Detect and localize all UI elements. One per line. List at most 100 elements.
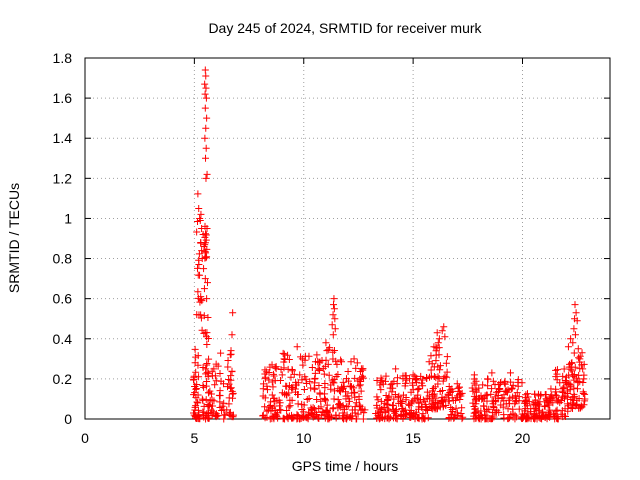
- y-tick-label: 0: [64, 411, 72, 427]
- data-point: [385, 407, 393, 415]
- data-point: [458, 415, 466, 423]
- data-point: [579, 388, 587, 396]
- data-point: [193, 264, 201, 272]
- data-point: [227, 384, 235, 392]
- x-tick-labels: 0 5 10 15 20: [81, 430, 530, 446]
- data-point: [377, 397, 385, 405]
- data-point: [206, 387, 214, 395]
- data-point: [355, 382, 363, 390]
- data-point: [458, 389, 466, 397]
- data-point: [202, 396, 210, 404]
- data-point: [387, 381, 395, 389]
- data-point: [192, 385, 200, 393]
- data-point: [580, 375, 588, 383]
- data-point: [391, 390, 399, 398]
- data-points: [189, 66, 589, 423]
- data-point: [330, 395, 338, 403]
- data-point: [515, 393, 523, 401]
- data-point: [576, 355, 584, 363]
- data-point: [523, 390, 531, 398]
- data-point: [581, 395, 589, 403]
- data-point: [299, 361, 307, 369]
- data-point: [409, 371, 417, 379]
- data-point: [337, 403, 345, 411]
- data-point: [302, 375, 310, 383]
- data-point: [521, 412, 529, 420]
- data-point: [427, 372, 435, 380]
- data-point: [471, 409, 479, 417]
- data-point: [374, 396, 382, 404]
- data-point: [469, 387, 477, 395]
- data-point: [570, 349, 578, 357]
- data-point: [576, 378, 584, 386]
- data-point: [331, 325, 339, 333]
- data-point: [195, 373, 203, 381]
- data-point: [561, 376, 569, 384]
- data-point: [397, 400, 405, 408]
- data-point: [329, 355, 337, 363]
- data-point: [403, 376, 411, 384]
- data-point: [331, 315, 339, 323]
- data-point: [269, 370, 277, 378]
- data-point: [547, 385, 555, 393]
- data-point: [514, 378, 522, 386]
- data-point: [413, 414, 421, 422]
- data-point: [443, 368, 451, 376]
- data-point: [229, 309, 237, 317]
- data-point: [197, 210, 205, 218]
- data-point: [471, 396, 479, 404]
- data-point: [373, 376, 381, 384]
- data-point: [521, 394, 529, 402]
- data-point: [269, 412, 277, 420]
- data-point: [276, 399, 284, 407]
- data-point: [315, 381, 323, 389]
- data-point: [198, 247, 206, 255]
- data-point: [430, 343, 438, 351]
- data-point: [202, 94, 210, 102]
- data-point: [434, 339, 442, 347]
- x-tick-label: 15: [405, 430, 421, 446]
- data-point: [194, 288, 202, 296]
- data-point: [569, 339, 577, 347]
- data-point: [193, 398, 201, 406]
- data-point: [311, 375, 319, 383]
- data-point: [500, 391, 508, 399]
- data-point: [265, 403, 273, 411]
- data-point: [535, 410, 543, 418]
- data-point: [560, 365, 568, 373]
- data-point: [191, 345, 199, 353]
- data-point: [432, 347, 440, 355]
- y-tick-label: 1.4: [53, 130, 73, 146]
- data-point: [353, 359, 361, 367]
- data-point: [267, 401, 275, 409]
- data-point: [358, 405, 366, 413]
- data-point: [413, 394, 421, 402]
- data-point: [260, 380, 268, 388]
- data-point: [579, 365, 587, 373]
- data-point: [336, 387, 344, 395]
- data-point: [571, 331, 579, 339]
- x-axis-label: GPS time / hours: [292, 458, 399, 474]
- data-point: [430, 390, 438, 398]
- data-point: [538, 408, 546, 416]
- data-point: [390, 377, 398, 385]
- data-point: [347, 358, 355, 366]
- data-point: [353, 415, 361, 423]
- data-point: [342, 395, 350, 403]
- data-point: [508, 384, 516, 392]
- data-point: [522, 397, 530, 405]
- data-point: [567, 359, 575, 367]
- data-point: [440, 323, 448, 331]
- data-point: [395, 392, 403, 400]
- y-tick-label: 0.6: [53, 291, 73, 307]
- data-point: [199, 230, 207, 238]
- data-point: [324, 413, 332, 421]
- data-point: [553, 406, 561, 414]
- data-point: [200, 312, 208, 320]
- data-point: [506, 414, 514, 422]
- data-point: [501, 380, 509, 388]
- data-point: [433, 329, 441, 337]
- data-point: [418, 403, 426, 411]
- data-point: [480, 402, 488, 410]
